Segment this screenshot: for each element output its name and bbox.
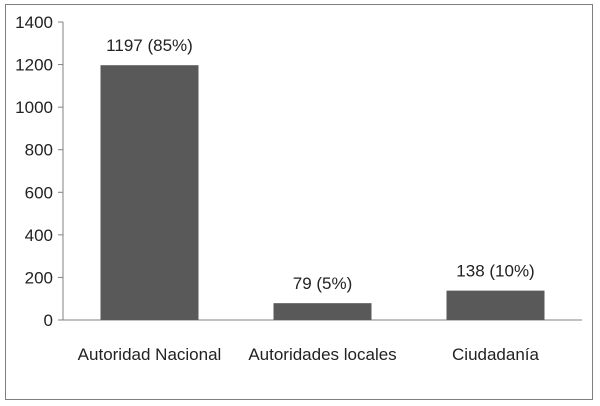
y-tick-label: 1200	[15, 56, 53, 75]
y-tick-label: 400	[25, 226, 53, 245]
y-axis-ticks: 0 200 400 600 800 1000 1200 1400	[15, 13, 63, 330]
category-labels: Autoridad Nacional Autoridades locales Ciu…	[78, 345, 540, 364]
y-tick-label: 1400	[15, 13, 53, 32]
y-tick-label: 800	[25, 141, 53, 160]
data-label: 1197 (85%)	[106, 36, 193, 55]
data-labels: 1197 (85%) 79 (5%) 138 (10%)	[106, 36, 535, 293]
category-label: Ciudadanía	[452, 345, 540, 364]
y-tick-label: 200	[25, 268, 53, 287]
data-label: 79 (5%)	[293, 274, 353, 293]
bars	[100, 65, 545, 321]
category-label: Autoridades locales	[248, 345, 396, 364]
bar	[446, 290, 545, 320]
bar	[273, 303, 372, 320]
y-tick-label: 0	[44, 311, 53, 330]
y-tick-label: 1000	[15, 98, 53, 117]
y-tick-label: 600	[25, 183, 53, 202]
bar	[100, 65, 199, 321]
data-label: 138 (10%)	[456, 262, 534, 281]
category-label: Autoridad Nacional	[78, 345, 222, 364]
